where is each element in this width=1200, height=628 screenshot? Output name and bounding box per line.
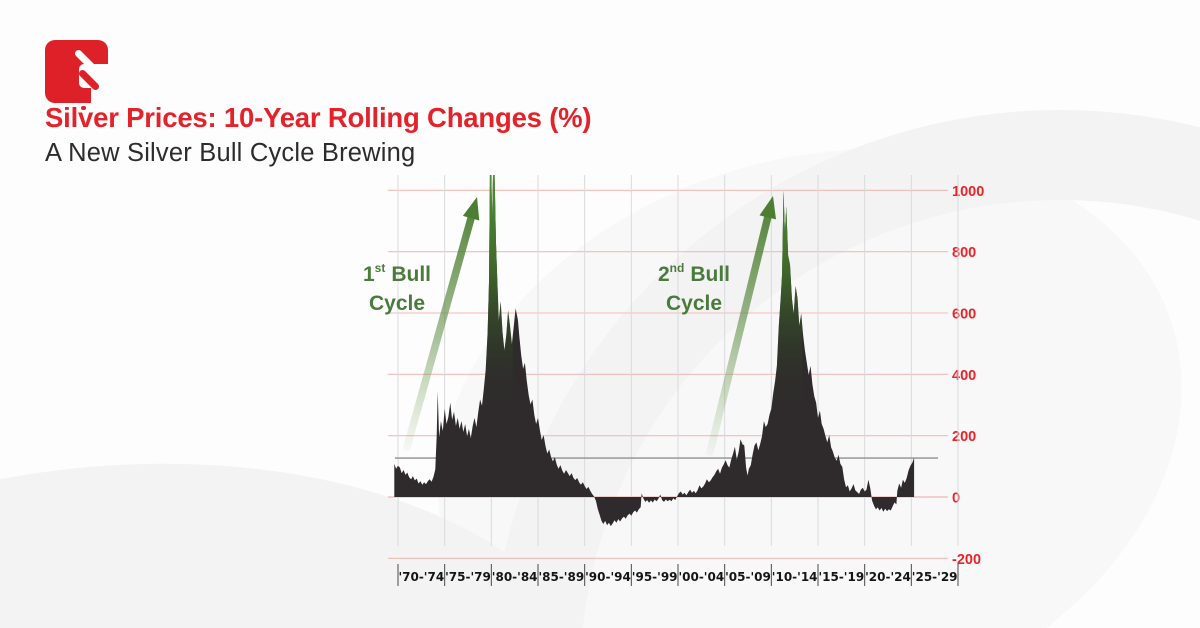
x-axis-label: '90-'94 [585,570,631,584]
y-axis-label: 1000 [952,184,984,200]
page-title: Silver Prices: 10-Year Rolling Changes (… [45,102,592,133]
x-axis-label: '70-'74 [398,570,444,584]
y-axis-label: 600 [952,307,976,323]
x-axis-label: '00-'04 [678,570,724,584]
bull-peak-highlight-1 [477,175,513,412]
y-axis-label: 200 [952,429,976,445]
x-axis: '70-'74'75-'79'80-'84'85-'89'90-'94'95-'… [397,564,959,586]
horizontal-gridlines: 1000 800 600 400 200 0 -200 [388,184,984,568]
x-axis-label: '25-'29 [912,570,958,584]
logo-dot [81,106,86,110]
y-axis-label: 400 [952,368,976,384]
bull-peak-highlight-2 [773,175,803,412]
bull-cycle-2-line2: Cycle [665,292,723,315]
x-axis-label: '75-'79 [445,570,491,584]
bull-cycle-1-line2: Cycle [368,292,426,315]
y-axis-label: -200 [952,552,981,568]
x-axis-label: '80-'84 [492,570,538,584]
bull-cycle-1-label: 1st Bull Cycle [317,254,477,318]
bull-cycle-arrow [706,206,774,456]
brand-logo [45,40,111,110]
bull-cycle-arrowhead [462,197,480,221]
bull-cycle-arrowhead [759,196,776,220]
bull-cycle-2-label: 2nd Bull Cycle [614,254,774,318]
x-axis-label: '20-'24 [865,570,911,584]
bull-cycle-arrow [403,207,477,451]
y-axis-label: 800 [952,245,976,261]
bull-cycle-1-line1: 1st Bull [362,261,432,286]
bull-cycle-2-line1: 2nd Bull [657,261,731,286]
logo-strokes-icon [75,50,99,90]
x-axis-label: '10-'14 [772,570,818,584]
page-subtitle: A New Silver Bull Cycle Brewing [45,139,416,167]
x-axis-label: '85-'89 [538,570,584,584]
y-axis-label: 0 [952,491,960,507]
x-axis-label: '95-'99 [632,570,678,584]
x-axis-label: '05-'09 [725,570,771,584]
x-axis-label: '15-'19 [818,570,864,584]
